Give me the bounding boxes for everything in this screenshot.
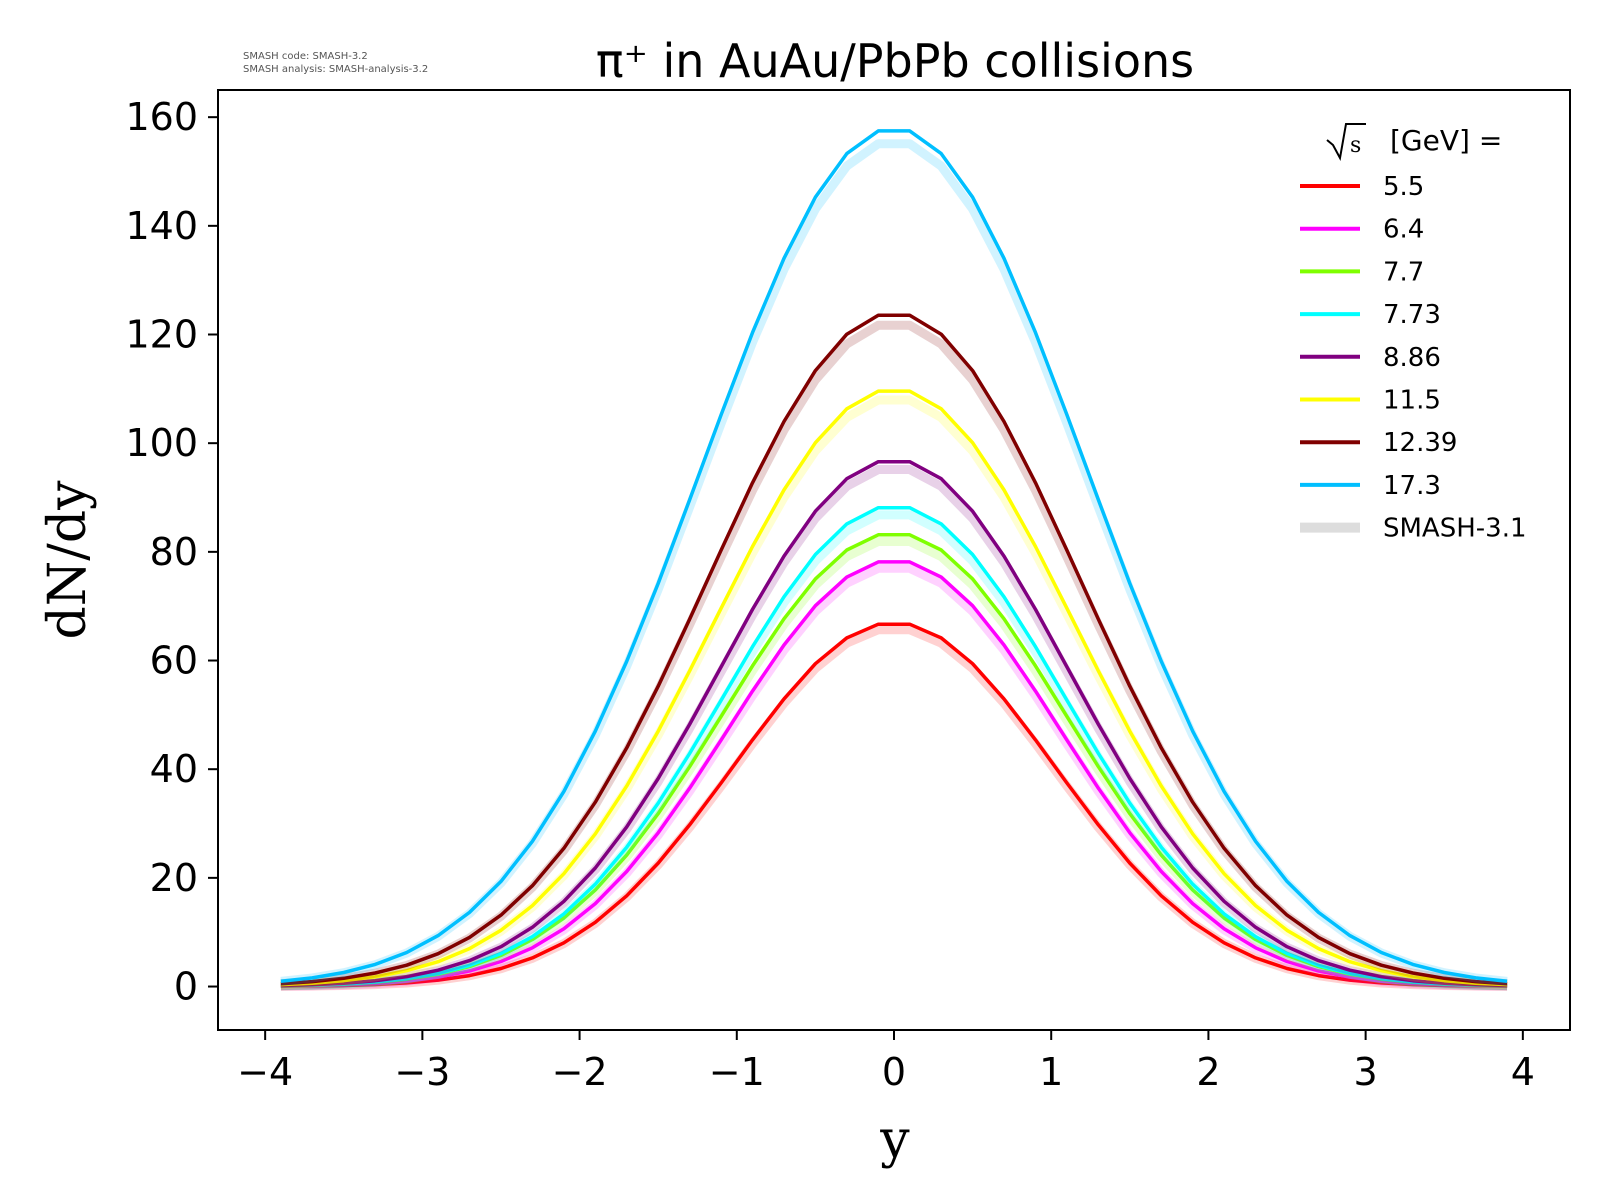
watermark-code: SMASH code: SMASH-3.2 <box>243 51 368 62</box>
x-tick-label: 3 <box>1354 1050 1378 1094</box>
legend-label: 5.5 <box>1383 172 1424 202</box>
plot-frame <box>217 89 1571 1031</box>
x-tick-label: −1 <box>709 1050 765 1094</box>
y-tick-label: 120 <box>125 313 198 357</box>
legend-label: 12.39 <box>1383 428 1457 458</box>
x-axis-label: y <box>879 1110 910 1170</box>
series-line-5.5 <box>280 622 1508 989</box>
x-tick-label: −3 <box>394 1050 450 1094</box>
legend-label: 7.73 <box>1383 300 1441 330</box>
y-axis-label: dN/dy <box>38 480 98 640</box>
x-tick-label: −4 <box>237 1050 293 1094</box>
series-line-7.73 <box>280 505 1508 988</box>
legend-label: 7.7 <box>1383 257 1424 287</box>
y-tick-label: 60 <box>150 639 198 683</box>
x-tick-label: 2 <box>1196 1050 1220 1094</box>
series-reference-11.5 <box>280 395 1508 990</box>
y-tick-label: 20 <box>150 856 198 900</box>
x-axis: −4 −3 −2 −1 0 1 2 3 4 <box>237 1030 1535 1094</box>
series-reference-12.39 <box>280 320 1508 989</box>
legend-label: 11.5 <box>1383 386 1441 416</box>
y-axis: 0 20 40 60 80 100 120 140 160 <box>125 95 218 1009</box>
series-reference-8.86 <box>280 465 1508 991</box>
series-line-6.4 <box>280 560 1508 988</box>
legend-items: 5.5 6.4 7.7 7.73 8.86 11.5 12.39 17.3 SMASH-3.1 <box>1300 172 1527 544</box>
legend-label: 8.86 <box>1383 343 1441 373</box>
x-tick-label: 1 <box>1039 1050 1063 1094</box>
series-line-17.3 <box>280 129 1508 984</box>
x-tick-label: −2 <box>552 1050 608 1094</box>
series-line-8.86 <box>280 459 1508 988</box>
y-tick-label: 80 <box>150 530 198 574</box>
legend-title: s [GeV] = <box>1326 123 1502 162</box>
series-layer <box>280 129 1508 991</box>
y-tick-label: 0 <box>174 965 198 1009</box>
y-tick-label: 100 <box>125 421 198 465</box>
x-tick-label: 0 <box>882 1050 906 1094</box>
sqrt-symbol <box>1326 123 1366 162</box>
legend-title-symbol: s <box>1350 133 1361 158</box>
legend-title-text: [GeV] = <box>1390 124 1502 157</box>
legend: s [GeV] = 5.5 6.4 7.7 7.73 8.86 11.5 12.39 17.3… <box>1300 123 1527 544</box>
legend-label: 6.4 <box>1383 215 1424 245</box>
y-tick-label: 40 <box>150 747 198 791</box>
y-tick-label: 160 <box>125 95 198 139</box>
series-line-12.39 <box>280 313 1508 986</box>
y-tick-label: 140 <box>125 204 198 248</box>
chart-title: π⁺ in AuAu/PbPb collisions <box>596 34 1194 88</box>
series-line-11.5 <box>280 389 1508 987</box>
legend-label: 17.3 <box>1383 471 1441 501</box>
legend-label-reference: SMASH-3.1 <box>1383 514 1527 544</box>
series-reference-5.5 <box>280 625 1508 991</box>
x-tick-label: 4 <box>1511 1050 1535 1094</box>
watermark-analysis: SMASH analysis: SMASH-analysis-3.2 <box>243 64 428 75</box>
